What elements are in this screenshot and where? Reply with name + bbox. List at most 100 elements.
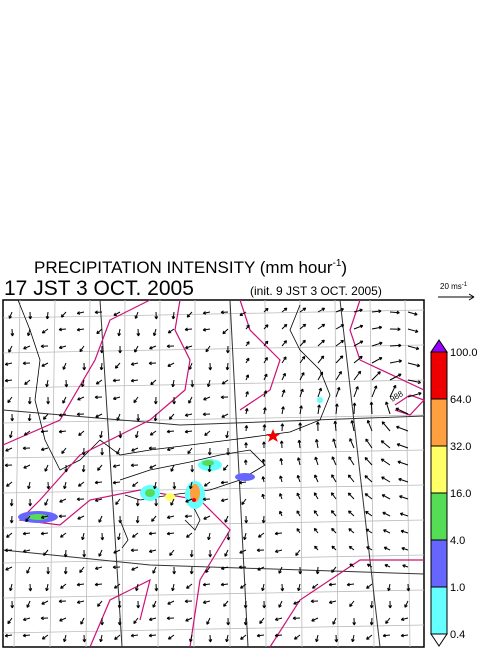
wind-arrow <box>261 515 266 524</box>
wind-arrow <box>25 515 31 522</box>
wind-arrow <box>5 447 13 452</box>
wind-arrow <box>80 617 85 625</box>
wind-arrow <box>63 481 67 490</box>
wind-scale-exponent: -1 <box>462 282 468 288</box>
wind-arrow <box>349 438 355 449</box>
wind-arrow <box>364 475 373 483</box>
wind-arrow <box>331 527 337 534</box>
wind-arrow <box>407 345 420 351</box>
wind-arrow <box>7 617 13 625</box>
wind-arrow <box>280 583 285 592</box>
wind-arrow <box>350 420 355 432</box>
wind-arrow <box>262 441 266 449</box>
wind-arrow <box>148 531 157 536</box>
wind-arrow <box>281 406 285 415</box>
wind-arrow <box>184 413 193 417</box>
wind-arrow <box>184 327 193 332</box>
wind-arrow <box>22 361 31 366</box>
wind-arrow <box>82 549 87 558</box>
wind-arrow <box>328 600 337 604</box>
wind-arrow <box>407 391 422 398</box>
wind-arrow <box>152 600 157 608</box>
wind-arrow <box>331 566 337 573</box>
wind-arrow <box>313 510 319 517</box>
wind-arrow <box>371 357 383 364</box>
wind-arrow <box>399 512 409 517</box>
wind-arrow <box>78 430 85 436</box>
wind-arrow <box>45 379 49 388</box>
legend-swatch <box>430 398 448 447</box>
valid-time: 17 JST 3 OCT. 2005 <box>4 277 194 300</box>
wind-arrow <box>280 423 285 432</box>
graticule <box>334 299 339 648</box>
wind-arrow <box>262 424 267 432</box>
wind-arrow <box>296 528 301 534</box>
wind-arrow <box>279 493 283 500</box>
wind-arrow <box>274 549 283 554</box>
wind-arrow <box>130 362 139 366</box>
legend-under <box>430 633 448 647</box>
wind-arrow <box>395 425 409 432</box>
wind-arrow <box>225 634 229 643</box>
wind-arrow <box>332 617 337 625</box>
wind-arrow <box>243 617 248 626</box>
graticule <box>2 309 425 319</box>
wind-arrow <box>202 600 211 604</box>
wind-arrow <box>94 310 103 315</box>
wind-arrow <box>60 532 67 538</box>
wind-arrow <box>22 633 31 638</box>
wind-arrow <box>348 456 355 466</box>
wind-arrow <box>401 546 409 551</box>
wind-arrow <box>58 429 67 434</box>
wind-arrow <box>149 464 157 469</box>
wind-arrow <box>366 583 373 589</box>
wind-arrow <box>335 307 344 313</box>
wind-arrow <box>238 565 247 570</box>
wind-arrow <box>221 379 229 385</box>
wind-arrow <box>42 413 49 420</box>
wind-arrow <box>97 464 103 471</box>
wind-arrow <box>206 379 211 388</box>
wind-arrow <box>205 566 211 573</box>
legend-swatch <box>430 539 448 588</box>
legend-label: 16.0 <box>450 488 471 500</box>
wind-arrow <box>113 583 121 589</box>
wind-arrow <box>41 328 49 334</box>
wind-arrow <box>328 582 337 587</box>
wind-arrow <box>149 430 157 436</box>
wind-arrow <box>171 379 175 388</box>
wind-arrow <box>94 566 103 571</box>
wind-arrow <box>366 546 373 551</box>
wind-arrow <box>400 633 409 638</box>
wind-arrow <box>407 379 422 384</box>
wind-arrow <box>206 617 211 625</box>
precipitation <box>145 489 155 497</box>
wind-arrow <box>396 443 409 449</box>
wind-arrow <box>9 498 14 507</box>
wind-arrow <box>351 634 355 643</box>
wind-arrow <box>45 583 49 592</box>
wind-arrow <box>166 429 175 434</box>
wind-arrow <box>352 402 357 415</box>
wind-arrow <box>190 464 195 473</box>
wind-arrow <box>112 396 121 401</box>
wind-arrow <box>204 430 211 437</box>
wind-arrow <box>59 498 67 503</box>
boundary <box>99 299 123 648</box>
wind-arrow <box>220 310 229 315</box>
wind-arrow <box>297 583 301 592</box>
wind-arrow <box>278 600 283 608</box>
wind-arrow <box>80 379 85 388</box>
wind-arrow <box>40 515 49 519</box>
wind-arrow <box>335 370 342 381</box>
wind-arrow <box>134 311 139 319</box>
wind-arrow <box>387 583 391 592</box>
wind-arrow <box>331 474 337 483</box>
wind-arrow <box>353 324 364 330</box>
wind-arrow <box>240 634 247 640</box>
wind-arrow <box>41 600 49 605</box>
precipitation <box>235 473 255 481</box>
pressure-contour <box>2 299 151 446</box>
wind-arrow <box>185 617 193 622</box>
wind-arrow <box>114 362 121 369</box>
